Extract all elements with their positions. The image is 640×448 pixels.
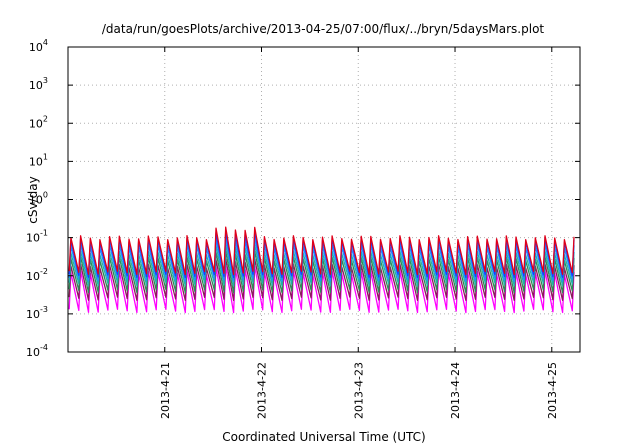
- y-tick-label: 104: [29, 38, 48, 54]
- x-axis: 2013-4-21 2013-4-22 2013-4-23 2013-4-24 2013…: [159, 47, 559, 419]
- x-tick-label: 2013-4-22: [256, 362, 269, 419]
- series-line: [68, 226, 575, 276]
- y-axis: 104 103 102 101 100 10-1 10-2 10-3 10-4: [26, 38, 580, 359]
- y-tick-label: 10-1: [26, 229, 48, 245]
- chart-title: /data/run/goesPlots/archive/2013-04-25/0…: [102, 22, 545, 36]
- x-tick-label: 2013-4-21: [159, 362, 172, 419]
- x-tick-label: 2013-4-24: [449, 362, 462, 419]
- y-tick-label: 100: [29, 191, 48, 207]
- y-tick-label: 10-3: [26, 305, 48, 321]
- y-tick-label: 103: [29, 76, 48, 92]
- y-axis-label: cSv/day: [26, 176, 40, 223]
- series-group: [68, 226, 575, 314]
- y-tick-label: 102: [29, 114, 48, 130]
- y-tick-label: 10-4: [26, 343, 48, 359]
- y-tick-label: 101: [29, 152, 48, 168]
- x-tick-label: 2013-4-25: [546, 362, 559, 419]
- x-axis-label: Coordinated Universal Time (UTC): [222, 430, 425, 444]
- grid: [68, 47, 580, 352]
- x-tick-label: 2013-4-23: [352, 362, 365, 419]
- y-tick-label: 10-2: [26, 267, 48, 283]
